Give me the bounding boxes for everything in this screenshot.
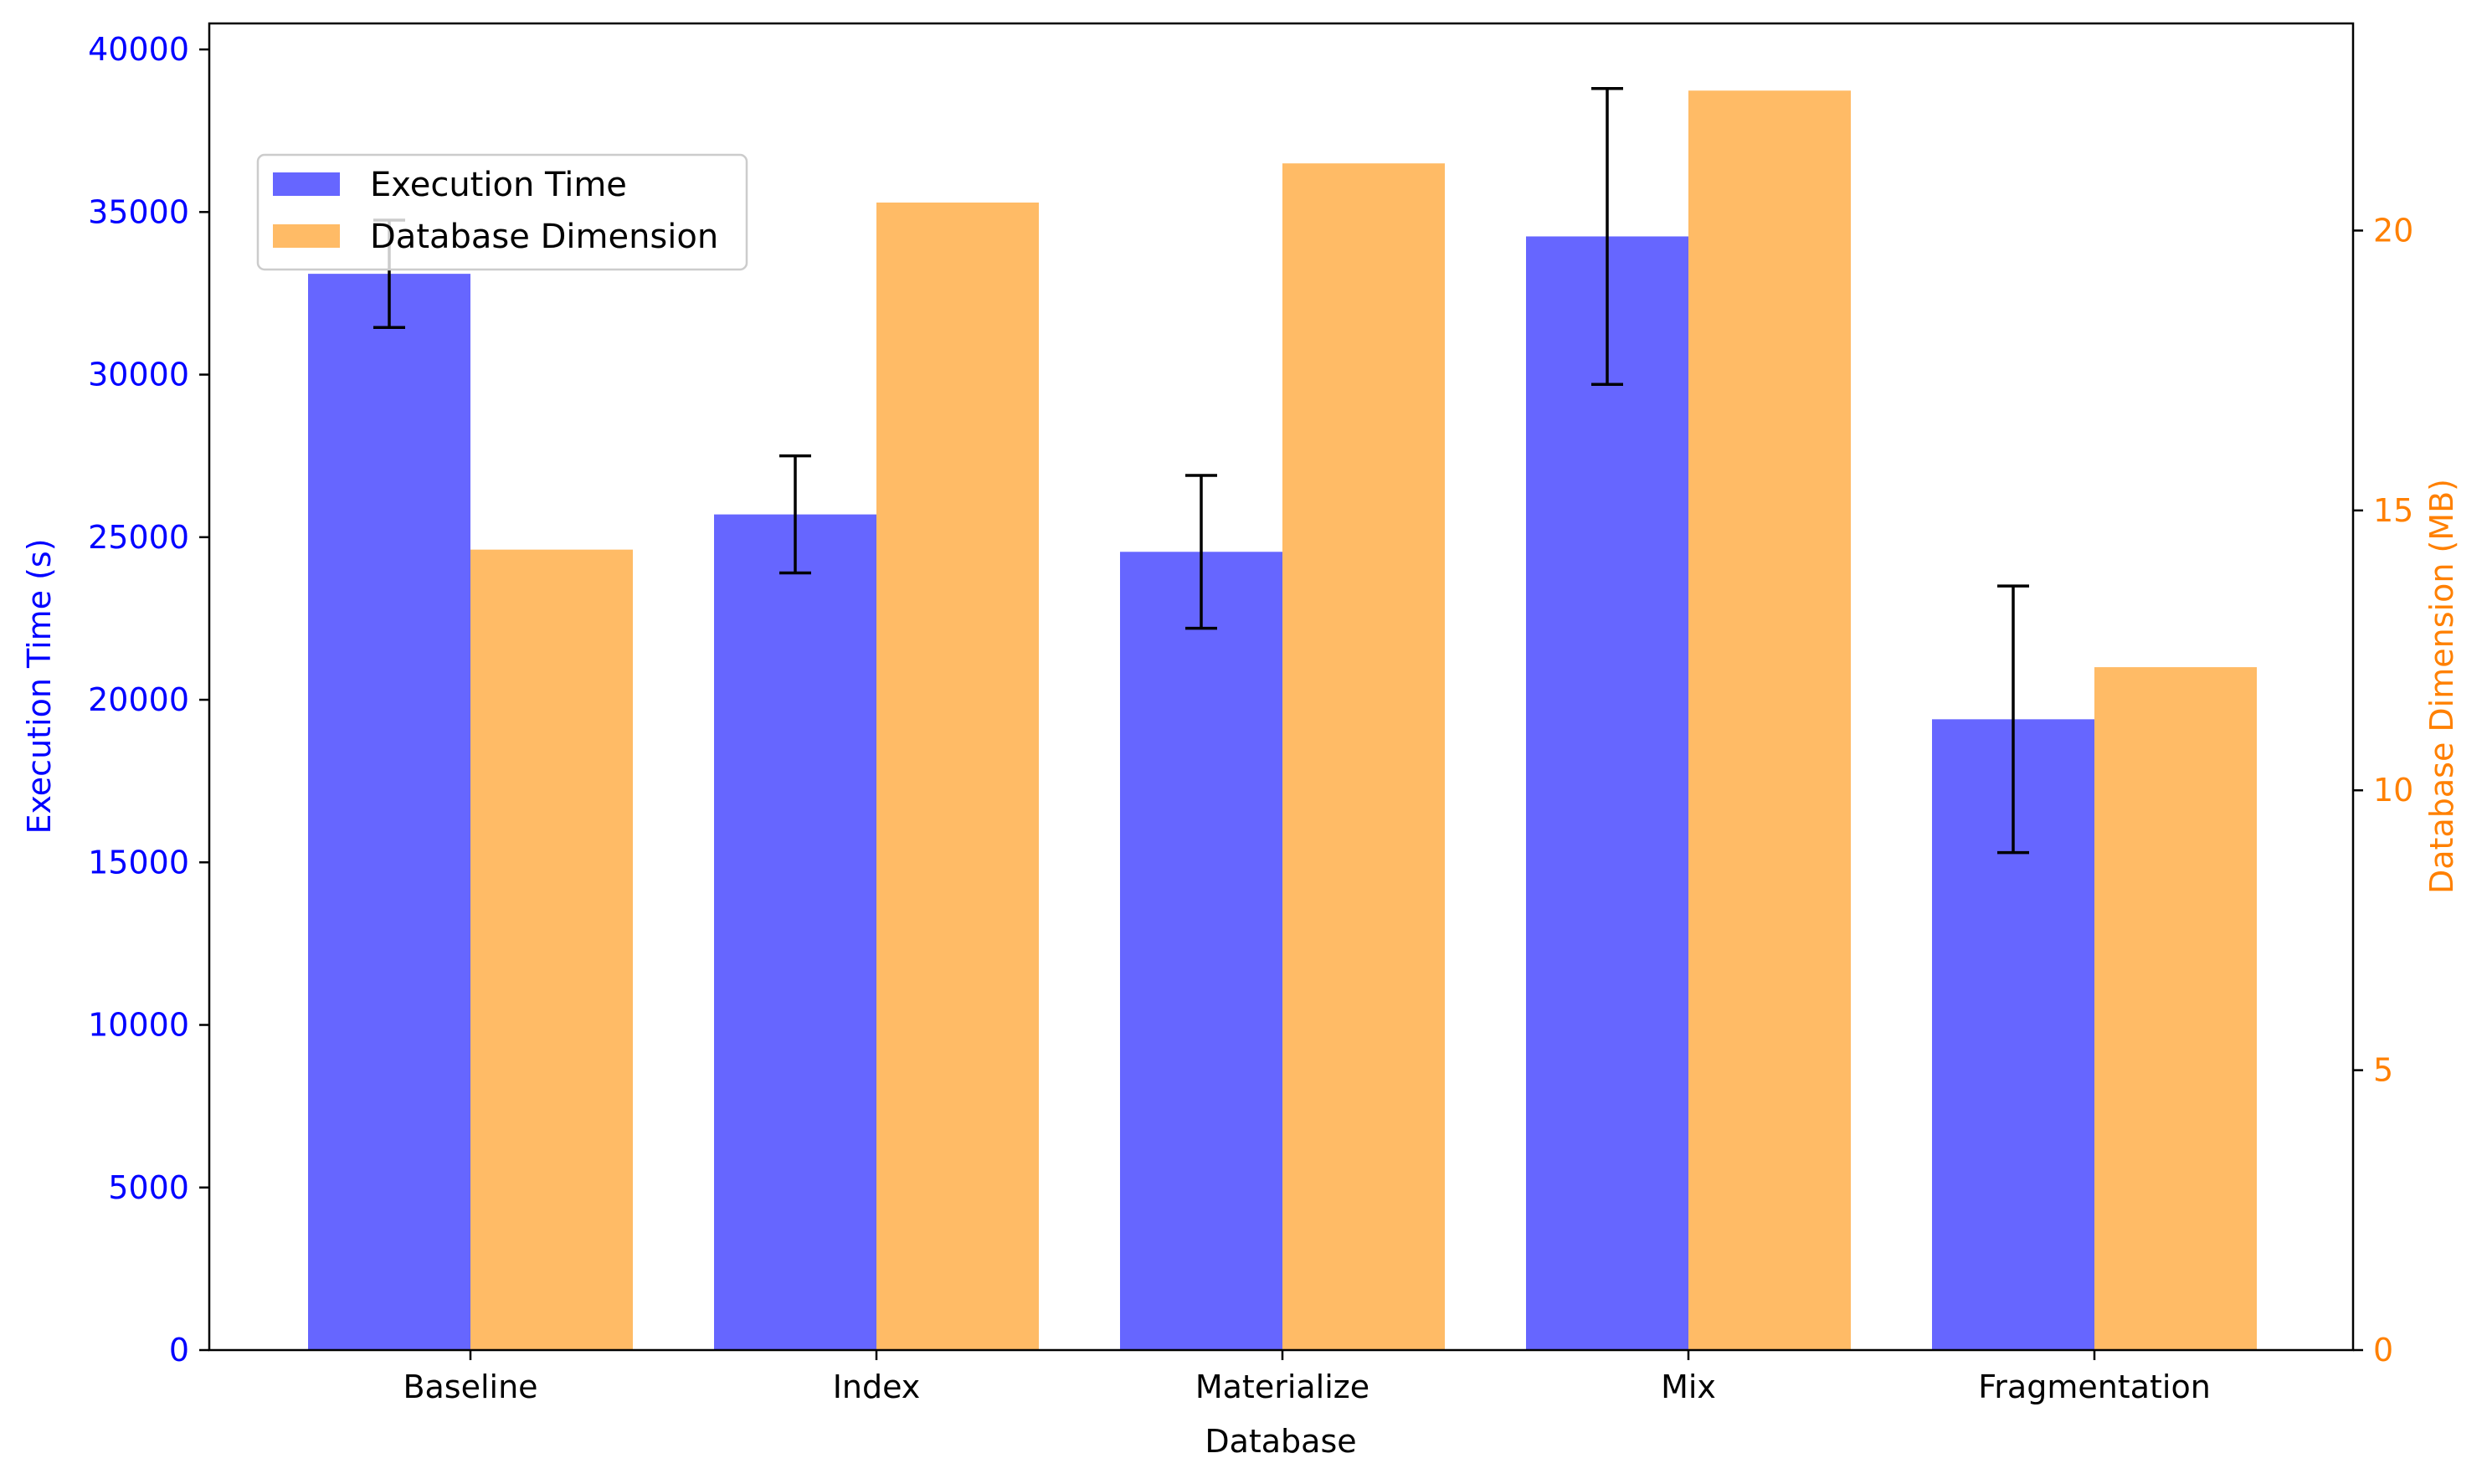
- legend-box: [256, 153, 748, 271]
- x-tick-label-fragmentation: Fragmentation: [1978, 1368, 2211, 1405]
- error-bars-layer: [373, 86, 2029, 855]
- error-bar-fragmentation: [1997, 584, 2029, 855]
- bar-execution-time-index: [714, 514, 876, 1350]
- right-tick-label-15: 15: [2373, 492, 2413, 529]
- legend-swatch-database-dimension: [273, 224, 340, 248]
- x-tick-label-baseline: Baseline: [403, 1368, 537, 1405]
- bar-execution-time-materialize: [1120, 552, 1282, 1350]
- bar-database-dimension-index: [876, 203, 1039, 1351]
- left-tick-label-30000: 30000: [88, 357, 189, 393]
- right-tick-label-20: 20: [2373, 212, 2413, 249]
- error-bar-index: [779, 454, 811, 575]
- bars-layer: [308, 90, 2257, 1351]
- bar-execution-time-mix: [1526, 236, 1688, 1351]
- right-tick-label-5: 5: [2373, 1052, 2393, 1089]
- x-axis-label: Database: [1205, 1423, 1356, 1460]
- left-tick-label-40000: 40000: [88, 31, 189, 68]
- left-tick-label-15000: 15000: [88, 844, 189, 881]
- right-axis-label: Database Dimension (MB): [2423, 479, 2460, 894]
- x-tick-label-materialize: Materialize: [1195, 1368, 1369, 1405]
- left-tick-label-10000: 10000: [88, 1007, 189, 1044]
- bar-execution-time-baseline: [308, 274, 470, 1351]
- legend-label-execution-time: Execution Time: [370, 166, 627, 204]
- left-tick-label-20000: 20000: [88, 681, 189, 718]
- right-tick-label-10: 10: [2373, 772, 2413, 809]
- right-tick-label-0: 0: [2373, 1332, 2393, 1368]
- legend-label-database-dimension: Database Dimension: [370, 218, 718, 256]
- error-bar-mix: [1591, 86, 1623, 386]
- x-tick-label-mix: Mix: [1661, 1368, 1716, 1405]
- left-axis: 0 5000 10000 15000 20000 25000 30000 35000 40000: [88, 31, 209, 1368]
- legend: Execution Time Database Dimension: [256, 153, 748, 271]
- x-tick-label-index: Index: [833, 1368, 921, 1405]
- bar-database-dimension-mix: [1688, 90, 1851, 1350]
- x-axis: Baseline Index Materialize Mix Fragmentation: [403, 1350, 2211, 1405]
- legend-swatch-execution-time: [273, 172, 340, 196]
- left-tick-label-35000: 35000: [88, 193, 189, 230]
- left-tick-label-5000: 5000: [108, 1169, 189, 1206]
- left-axis-label: Execution Time (s): [21, 538, 58, 834]
- bar-database-dimension-fragmentation: [2094, 667, 2257, 1350]
- bar-database-dimension-materialize: [1282, 163, 1445, 1350]
- bar-database-dimension-baseline: [470, 549, 633, 1350]
- right-axis: 0 5 10 15 20: [2353, 212, 2413, 1368]
- left-tick-label-25000: 25000: [88, 519, 189, 556]
- error-bar-materialize: [1185, 474, 1217, 630]
- left-tick-label-0: 0: [169, 1332, 189, 1368]
- plot-frame: [208, 22, 2355, 1352]
